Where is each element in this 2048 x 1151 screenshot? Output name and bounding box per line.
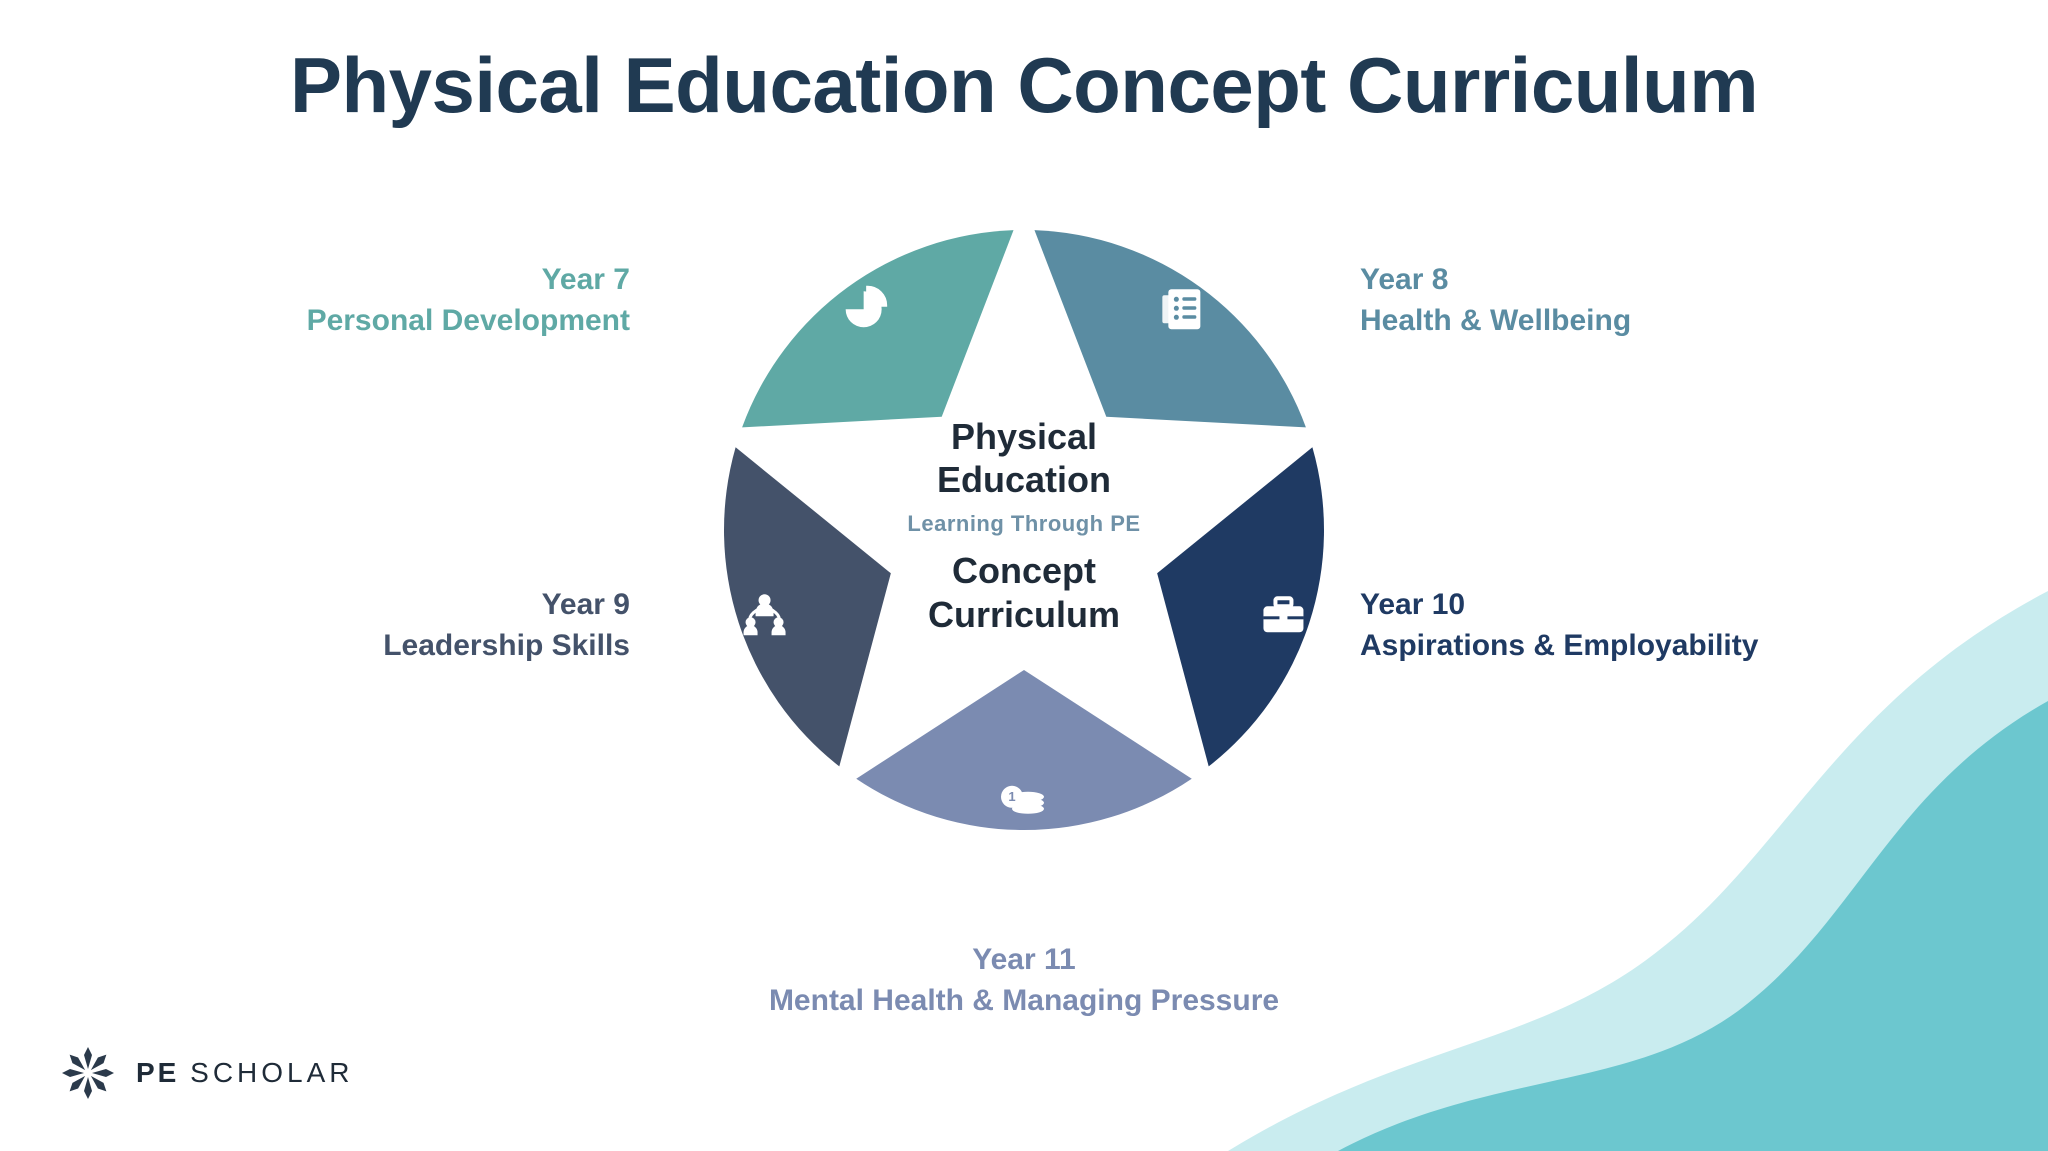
brand-logo: PE SCHOLAR — [60, 1045, 354, 1101]
label-year7: Year 7 Personal Development — [230, 260, 630, 341]
label-year9-sub: Leadership Skills — [230, 626, 630, 667]
wave-inner — [1338, 701, 2048, 1151]
brand-text: PE SCHOLAR — [136, 1057, 354, 1089]
label-year11-year: Year 11 — [674, 940, 1374, 981]
label-year11-sub: Mental Health & Managing Pressure — [674, 981, 1374, 1022]
label-year7-sub: Personal Development — [230, 301, 630, 342]
label-year8: Year 8 Health & Wellbeing — [1360, 260, 1860, 341]
concept-diagram: 1 PhysicalEducation Learning Through PE … — [714, 220, 1334, 840]
label-year10-year: Year 10 — [1360, 585, 1960, 626]
brand-text-light: SCHOLAR — [190, 1057, 353, 1088]
segment-year7 — [742, 230, 1013, 427]
diagram-center-text: PhysicalEducation Learning Through PE Co… — [864, 415, 1184, 636]
center-top-text: PhysicalEducation — [864, 415, 1184, 501]
label-year9: Year 9 Leadership Skills — [230, 585, 630, 666]
brand-text-strong: PE — [136, 1057, 179, 1088]
center-mid-text: Learning Through PE — [864, 512, 1184, 538]
svg-text:1: 1 — [1008, 789, 1015, 804]
label-year8-sub: Health & Wellbeing — [1360, 301, 1860, 342]
center-bottom-text: ConceptCurriculum — [864, 550, 1184, 636]
background-wave-icon — [1228, 591, 2048, 1151]
label-year10: Year 10 Aspirations & Employability — [1360, 585, 1960, 666]
label-year8-year: Year 8 — [1360, 260, 1860, 301]
brand-star-icon — [60, 1045, 116, 1101]
wave-outer — [1228, 591, 2048, 1151]
label-year9-year: Year 9 — [230, 585, 630, 626]
label-year11: Year 11 Mental Health & Managing Pressur… — [674, 940, 1374, 1021]
label-year10-sub: Aspirations & Employability — [1360, 626, 1960, 667]
label-year7-year: Year 7 — [230, 260, 630, 301]
page-title: Physical Education Concept Curriculum — [0, 40, 2048, 131]
